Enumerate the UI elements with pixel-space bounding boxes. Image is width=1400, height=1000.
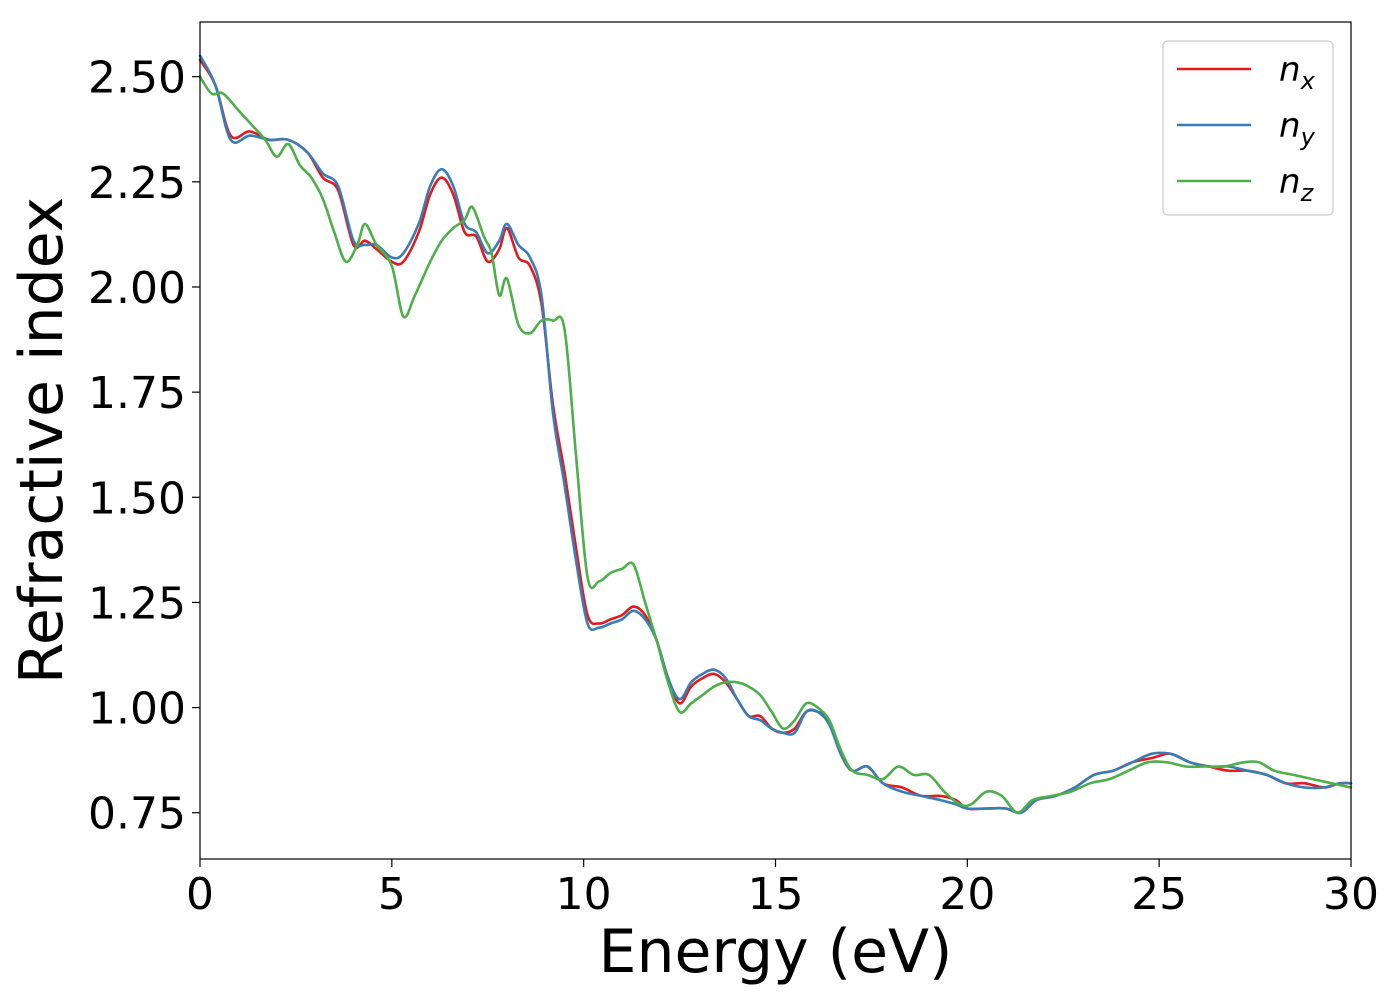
x-tick-label: 0 [186, 869, 214, 920]
x-tick-label: 10 [556, 869, 612, 920]
x-tick-label: 30 [1323, 869, 1379, 920]
legend-label-base: n [1279, 162, 1301, 202]
y-axis-label: Refractive index [7, 197, 77, 684]
y-tick-label: 1.50 [88, 473, 186, 524]
x-tick-label: 5 [378, 869, 406, 920]
series-layer [198, 54, 1353, 815]
legend-label-subscript: y [1300, 123, 1316, 151]
legend-box [1162, 40, 1334, 216]
y-tick-label: 2.50 [88, 53, 186, 104]
y-tick-label: 1.75 [88, 368, 186, 419]
x-axis-label: Energy (eV) [599, 917, 953, 987]
y-tick-label: 1.25 [88, 578, 186, 629]
legend-label-y: ny [1279, 106, 1316, 151]
legend-label-base: n [1279, 50, 1301, 90]
y-tick-label: 2.25 [88, 158, 186, 209]
legend-label-base: n [1279, 106, 1301, 146]
series-line-z [198, 75, 1353, 814]
x-axis: 0 5 10 15 20 25 30 [186, 859, 1379, 920]
legend-label-z: nz [1279, 162, 1315, 207]
x-tick-label: 25 [1131, 869, 1187, 920]
legend-label-subscript: x [1300, 67, 1316, 95]
y-axis: 0.75 1.00 1.25 1.50 1.75 2.00 2.25 2.50 [88, 53, 200, 840]
legend-label-subscript: z [1300, 179, 1315, 207]
legend-label-x: nx [1279, 50, 1316, 95]
y-tick-label: 0.75 [88, 789, 186, 840]
y-tick-label: 1.00 [88, 684, 186, 735]
x-tick-label: 20 [939, 869, 995, 920]
series-line-y [198, 54, 1353, 815]
x-tick-label: 15 [748, 869, 804, 920]
y-tick-label: 2.00 [88, 263, 186, 314]
